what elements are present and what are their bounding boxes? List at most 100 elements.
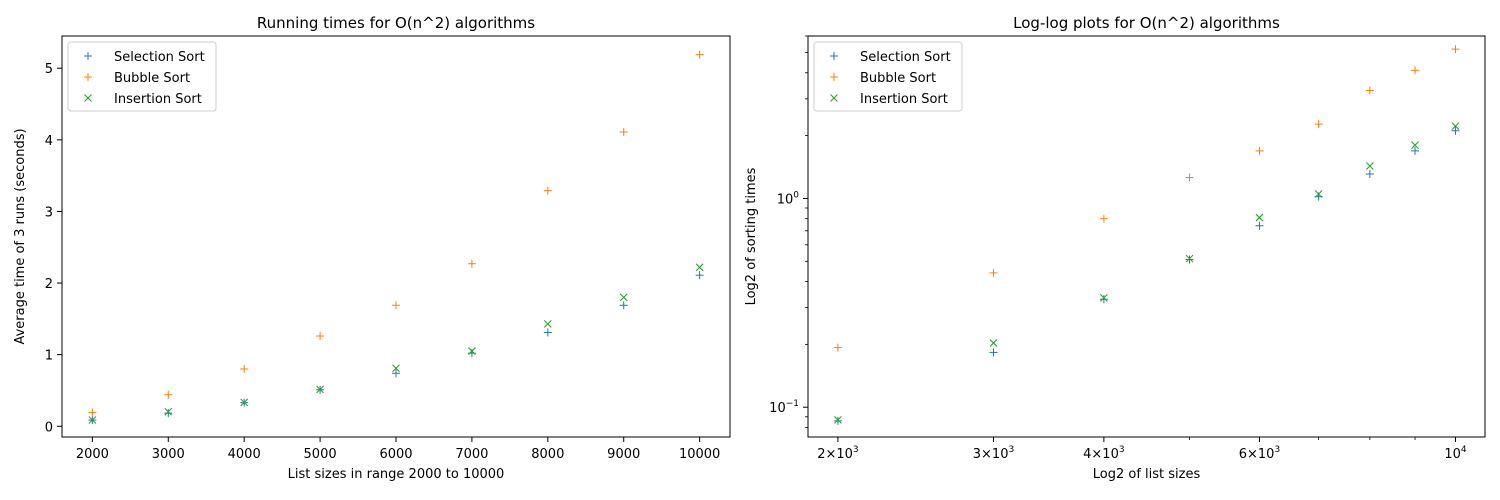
series-bubble-sort: [88, 50, 704, 417]
data-point: [316, 385, 324, 394]
data-point: [1365, 86, 1374, 95]
loglog-chart: Log-log plots for O(n^2) algorithms Log2 …: [744, 14, 1486, 482]
legend-item: Insertion Sort: [84, 92, 202, 107]
legend-marker: [830, 73, 838, 81]
data-point: [1185, 173, 1194, 182]
data-point: [619, 293, 628, 302]
x-tick-label: 4000: [228, 447, 261, 462]
legend-item: Selection Sort: [84, 50, 205, 65]
legend-marker: [84, 52, 92, 60]
legend-marker: [84, 94, 92, 102]
data-point: [392, 369, 400, 378]
y-axis-label: Average time of 3 runs (seconds): [13, 128, 28, 344]
data-point: [1411, 141, 1419, 150]
data-point: [1255, 213, 1264, 222]
plot-frame: [61, 35, 731, 438]
data-point: [1255, 146, 1264, 155]
series-insertion-sort: [88, 263, 704, 424]
chart-title: Log-log plots for O(n^2) algorithms: [1013, 14, 1280, 32]
data-point: [619, 301, 628, 310]
legend-marker: [84, 73, 92, 81]
plot-frame: [807, 35, 1486, 438]
x-tick-label: 10000: [679, 447, 720, 462]
data-point: [619, 127, 628, 136]
x-tick-label: 9000: [607, 447, 640, 462]
legend-item: Bubble Sort: [830, 71, 936, 86]
x-tick-label: 7000: [455, 447, 488, 462]
data-point: [695, 271, 704, 280]
data-point: [989, 339, 998, 347]
y-tick-label: 2: [45, 277, 53, 292]
legend-item: Insertion Sort: [830, 92, 948, 107]
legend-label: Bubble Sort: [860, 71, 936, 86]
data-point: [1451, 126, 1460, 135]
y-tick-label: 3: [45, 205, 53, 220]
data-point: [1411, 66, 1420, 75]
legend-label: Insertion Sort: [114, 92, 202, 107]
data-point: [88, 408, 97, 417]
y-tick-label: 1: [45, 349, 53, 364]
y-tick-label: 4: [45, 134, 53, 149]
legend-item: Bubble Sort: [84, 71, 190, 86]
x-axis-label: List sizes in range 2000 to 10000: [288, 467, 505, 482]
data-point: [1185, 255, 1194, 264]
legend-label: Selection Sort: [114, 50, 205, 65]
legend-marker: [830, 52, 838, 60]
data-point: [392, 301, 400, 310]
legend-label: Bubble Sort: [114, 71, 190, 86]
data-point: [1314, 120, 1323, 129]
x-tick-label: 3000: [152, 447, 185, 462]
data-point: [695, 50, 704, 59]
data-point: [1451, 122, 1460, 131]
x-tick-label: 2×103: [817, 445, 858, 462]
data-point: [1365, 169, 1374, 178]
data-point: [468, 347, 476, 355]
data-point: [1314, 190, 1323, 198]
x-tick-label: 6×103: [1239, 445, 1280, 462]
legend-marker: [830, 94, 838, 102]
data-point: [1185, 254, 1194, 263]
data-point: [833, 343, 842, 352]
legend: Selection Sort Bubble Sort Insertion Sort: [67, 41, 217, 112]
x-tick-label: 5000: [304, 447, 337, 462]
x-tick-label: 8000: [531, 447, 564, 462]
y-tick-label: 5: [45, 62, 53, 77]
data-point: [989, 348, 998, 357]
x-tick-label: 2000: [76, 447, 109, 462]
data-point: [1099, 214, 1108, 223]
data-point: [834, 415, 842, 424]
y-tick-label: 100: [777, 190, 800, 207]
data-point: [1451, 45, 1460, 54]
y-axis-label: Log2 of sorting times: [744, 167, 759, 305]
data-point: [240, 398, 249, 407]
data-point: [1099, 295, 1108, 304]
data-point: [543, 186, 552, 195]
data-point: [467, 259, 476, 268]
data-point: [833, 416, 842, 425]
data-point: [543, 319, 552, 328]
data-point: [1255, 221, 1264, 230]
data-point: [316, 332, 325, 341]
data-point: [1099, 293, 1108, 302]
linear-chart: Running times for O(n^2) algorithms List …: [13, 14, 731, 482]
data-point: [88, 416, 97, 424]
data-point: [543, 328, 552, 337]
data-point: [164, 407, 173, 416]
x-tick-label: 3×103: [973, 445, 1014, 462]
data-point: [1365, 162, 1374, 170]
legend-label: Selection Sort: [860, 50, 951, 65]
legend: Selection Sort Bubble Sort Insertion Sort: [813, 41, 963, 112]
data-point: [1411, 146, 1420, 155]
y-tick-label: 10−1: [769, 399, 799, 416]
chart-title: Running times for O(n^2) algorithms: [257, 14, 535, 32]
data-point: [164, 390, 173, 399]
data-point: [392, 364, 400, 373]
x-tick-label: 4×103: [1083, 445, 1124, 462]
legend-box: [813, 41, 963, 112]
data-point: [695, 263, 704, 272]
x-tick-label: 6000: [379, 447, 412, 462]
x-tick-label: 104: [1444, 445, 1467, 462]
legend-box: [67, 41, 217, 112]
series-insertion-sort: [834, 122, 1460, 424]
